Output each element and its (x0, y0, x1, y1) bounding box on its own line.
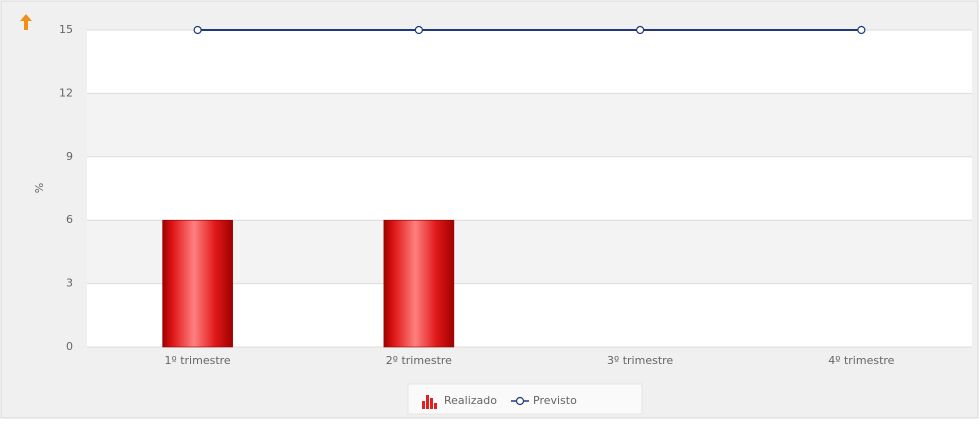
legend-box (407, 383, 643, 415)
x-tick-label: 1º trimestre (165, 354, 231, 367)
line-point (193, 25, 202, 35)
legend-icon (515, 396, 525, 406)
bar (162, 219, 233, 348)
x-tick-label: 4º trimestre (828, 354, 894, 367)
line-point (857, 25, 866, 35)
legend-icon (430, 398, 433, 409)
y-tick-label: 6 (66, 213, 73, 226)
x-tick-label: 3º trimestre (607, 354, 673, 367)
y-tick-label: 12 (59, 86, 73, 99)
y-tick-label: 0 (66, 340, 73, 353)
legend-label: Previsto (533, 394, 577, 407)
legend-label: Realizado (444, 394, 497, 407)
y-tick-label: 15 (59, 23, 73, 36)
legend-icon (426, 395, 429, 409)
plot-background (87, 30, 972, 347)
grid-band (87, 93, 972, 157)
grid-band (87, 220, 972, 284)
y-axis-label: % (33, 183, 46, 193)
legend-icon (434, 403, 437, 409)
legend-icon (422, 401, 425, 409)
y-tick-label: 9 (66, 150, 73, 163)
y-tick-label: 3 (66, 277, 73, 290)
line-point (636, 25, 645, 35)
line-point (414, 25, 423, 35)
x-tick-label: 2º trimestre (386, 354, 452, 367)
bar (383, 219, 455, 348)
up-arrow-icon[interactable] (20, 14, 32, 30)
